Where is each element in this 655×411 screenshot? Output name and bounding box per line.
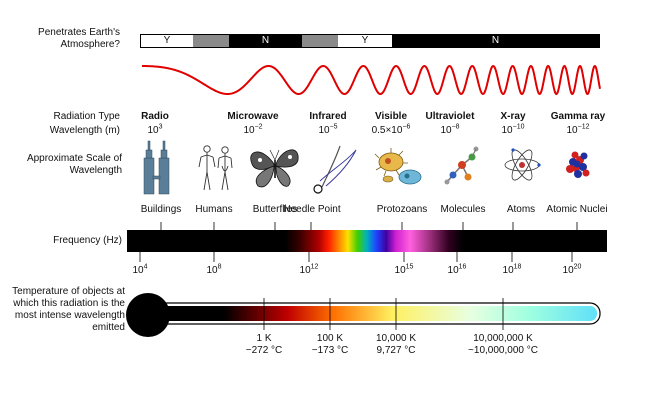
frequency-base: 10: [394, 265, 406, 276]
temperature-kelvin: 1 K: [256, 333, 272, 344]
wavelength-base: 10: [566, 125, 578, 136]
atmosphere-radio-answer: Y: [163, 35, 171, 46]
frequency-base: 10: [206, 265, 218, 276]
protozoan-icon: [374, 148, 422, 185]
temperature-celsius: 9,727 °C: [376, 345, 416, 356]
atmosphere-segment-visible: Y: [338, 35, 392, 47]
atmosphere-segment-radio: Y: [141, 35, 193, 47]
radiation-type-wavelength: 10−5: [318, 123, 338, 137]
radiation-type-wavelength: 10−8: [440, 123, 460, 137]
radiation-type-wavelength: 10−12: [566, 123, 590, 137]
frequency-exponent: 16: [458, 263, 467, 271]
wavelength-base: 10: [147, 125, 159, 136]
atmosphere-visible-answer: Y: [361, 35, 369, 46]
frequency-exponent: 18: [513, 263, 522, 271]
wavelength-base: 10: [440, 125, 452, 136]
radiation-type-wavelength: 0.5×10−6: [371, 123, 411, 137]
frequency-base: 10: [562, 265, 574, 276]
wavelength-base: 0.5×10: [371, 125, 403, 136]
temperature-kelvin: 100 K: [316, 333, 344, 344]
wavelength-base: 10: [243, 125, 255, 136]
temperature-kelvin: 10,000,000 K: [473, 333, 533, 344]
wavelength-base: 10: [318, 125, 330, 136]
atmosphere-segment-blocked-2: N: [392, 35, 599, 47]
radiation-type-name: Radio: [141, 111, 169, 122]
wavelength-exponent: −8: [451, 123, 460, 131]
radiation-type-name: Visible: [374, 111, 408, 122]
scale-object-name: Buildings: [140, 204, 182, 215]
radiation-type-name: Infrared: [309, 111, 347, 122]
wavelength-exponent: −12: [577, 123, 590, 131]
atmosphere-segment-partial-1: [193, 35, 229, 47]
frequency-base: 10: [447, 265, 459, 276]
radiation-type-wavelength: 10−10: [501, 123, 525, 137]
temperature-celsius: −173 °C: [311, 345, 349, 356]
atmosphere-high-energy-answer: N: [491, 35, 500, 46]
scale-object-name: Atoms: [506, 204, 536, 215]
frequency-tick-label: 1020: [562, 263, 582, 277]
frequency-base: 10: [299, 265, 311, 276]
frequency-tick-label: 1012: [299, 263, 319, 277]
wavelength-label: Wavelength (m): [49, 125, 120, 136]
wavelength-exponent: 3: [158, 123, 163, 131]
frequency-tick-label: 104: [132, 263, 148, 277]
nucleus-icon: [566, 151, 590, 178]
atom-icon: [504, 148, 541, 181]
radiation-type-name: X-ray: [500, 111, 526, 122]
scale-label: Approximate Scale of Wavelength: [26, 153, 122, 176]
wavelength-exponent: −10: [512, 123, 525, 131]
frequency-base: 10: [132, 265, 144, 276]
butterfly-icon: [250, 149, 299, 188]
atmosphere-segment-blocked-1: N: [229, 35, 302, 47]
scale-object-name: Needle Point: [283, 204, 341, 215]
frequency-tick-label: 1018: [502, 263, 522, 277]
frequency-tick-label: 108: [206, 263, 222, 277]
frequency-label: Frequency (Hz): [53, 235, 122, 246]
frequency-tick-label: 1015: [394, 263, 414, 277]
atmosphere-infrared-answer: N: [261, 35, 270, 46]
atmosphere-bar: Y N Y N: [140, 34, 600, 48]
frequency-exponent: 20: [573, 263, 582, 271]
radiation-type-name: Microwave: [227, 111, 279, 122]
scale-object-name: Atomic Nuclei: [546, 204, 608, 215]
radiation-type-wavelength: 10−2: [243, 123, 263, 137]
radiation-type-name: Ultraviolet: [425, 111, 475, 122]
atmosphere-label: Penetrates Earth's Atmosphere?: [38, 27, 120, 50]
needle-icon: [313, 145, 357, 194]
temperature-celsius: ~10,000,000 °C: [468, 345, 538, 356]
scale-object-name: Butterflies: [252, 204, 298, 215]
frequency-tick-label: 1016: [447, 263, 467, 277]
radiation-type-wavelength: 103: [147, 123, 163, 137]
wavelength-exponent: −2: [254, 123, 263, 131]
radiation-type-name: Gamma ray: [550, 111, 606, 122]
scale-object-name: Humans: [195, 204, 233, 215]
temperature-label: Temperature of objects at which this rad…: [12, 286, 125, 333]
radiation-type-label: Radiation Type: [53, 111, 120, 122]
scale-object-name: Protozoans: [376, 204, 428, 215]
frequency-exponent: 12: [310, 263, 319, 271]
frequency-base: 10: [502, 265, 514, 276]
frequency-exponent: 4: [143, 263, 148, 271]
atmosphere-segment-partial-2: [302, 35, 338, 47]
frequency-bar: [127, 230, 607, 252]
thermometer-bulb: [126, 293, 170, 337]
wavelength-base: 10: [501, 125, 513, 136]
frequency-exponent: 8: [217, 263, 222, 271]
temperature-celsius: −272 °C: [245, 345, 283, 356]
molecule-icon: [444, 146, 479, 185]
buildings-icon: [143, 140, 170, 195]
frequency-exponent: 15: [405, 263, 414, 271]
wavelength-exponent: −6: [402, 123, 411, 131]
temperature-kelvin: 10,000 K: [375, 333, 417, 344]
thermometer-tube-fill: [142, 306, 597, 321]
wavelength-exponent: −5: [329, 123, 338, 131]
scale-object-name: Molecules: [440, 204, 486, 215]
humans-icon: [198, 145, 233, 191]
